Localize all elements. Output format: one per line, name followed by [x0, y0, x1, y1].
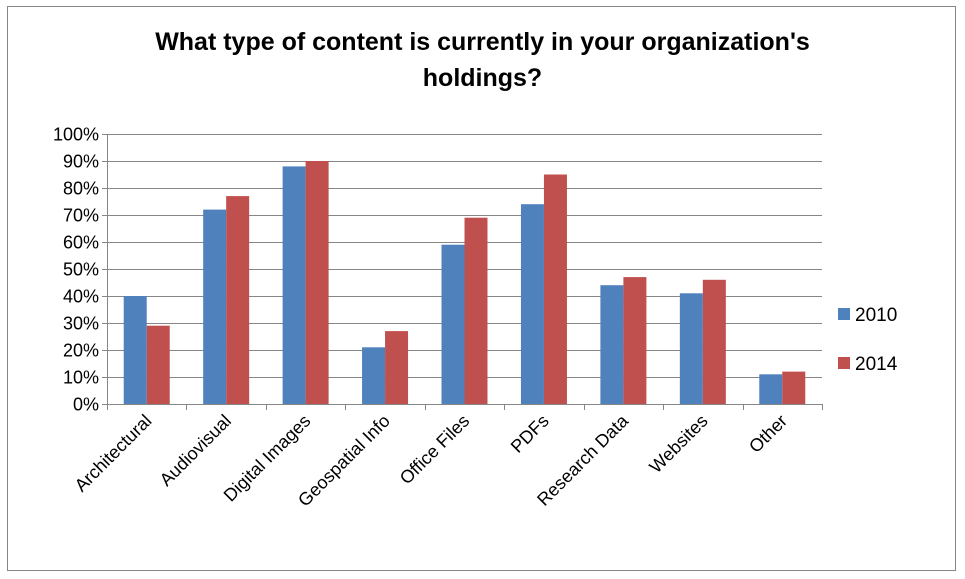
x-tick-label: Other [745, 411, 791, 457]
x-tick-label: Websites [645, 411, 711, 477]
bar-2014-research-data [623, 277, 647, 404]
chart-title-container: What type of content is currently in you… [0, 24, 965, 96]
y-tick-label: 10% [63, 368, 99, 388]
bar-2014-office-files [464, 217, 488, 404]
legend-swatch-2010 [838, 308, 850, 320]
bar-2010-pdfs [520, 204, 544, 404]
axes [102, 134, 823, 410]
bar-2010-audiovisual [203, 209, 227, 404]
bar-2014-digital-images [305, 161, 329, 404]
bar-2010-architectural [123, 296, 147, 404]
bar-2014-pdfs [543, 174, 567, 404]
y-tick-label: 40% [63, 287, 99, 307]
bar-2010-other [759, 374, 783, 404]
bar-2014-websites [702, 279, 726, 404]
x-tick-label: PDFs [507, 411, 553, 457]
y-axis-tick-labels: 0% 10% 20% 30% 40% 50% 60% 70% 80% 90% 100% [53, 125, 99, 415]
x-tick-label: Office Files [396, 411, 474, 489]
bar-2014-geospatial-info [385, 331, 409, 404]
y-tick-label: 60% [63, 233, 99, 253]
bar-2014-audiovisual [226, 196, 250, 404]
y-tick-label: 100% [53, 125, 99, 145]
x-tick-label: Architectural [71, 411, 156, 496]
bar-2010-geospatial-info [362, 347, 386, 404]
bar-2010-research-data [600, 285, 624, 404]
bars [123, 161, 806, 404]
bar-2010-digital-images [282, 166, 306, 404]
bar-2010-websites [679, 293, 703, 404]
chart-title: What type of content is currently in you… [155, 28, 810, 92]
x-tick-label: Audiovisual [156, 411, 235, 490]
bar-2014-other [782, 371, 806, 404]
y-tick-label: 0% [73, 395, 99, 415]
legend-label-2010: 2010 [855, 305, 897, 326]
y-tick-label: 80% [63, 179, 99, 199]
legend-swatch-2014 [838, 357, 850, 369]
y-tick-label: 20% [63, 341, 99, 361]
legend-label-2014: 2014 [855, 354, 898, 375]
y-tick-label: 90% [63, 152, 99, 172]
bar-2014-architectural [146, 325, 170, 404]
y-tick-label: 30% [63, 314, 99, 334]
bar-2010-office-files [441, 244, 465, 404]
legend: 2010 2014 [838, 305, 898, 375]
y-tick-label: 70% [63, 206, 99, 226]
y-tick-label: 50% [63, 260, 99, 280]
